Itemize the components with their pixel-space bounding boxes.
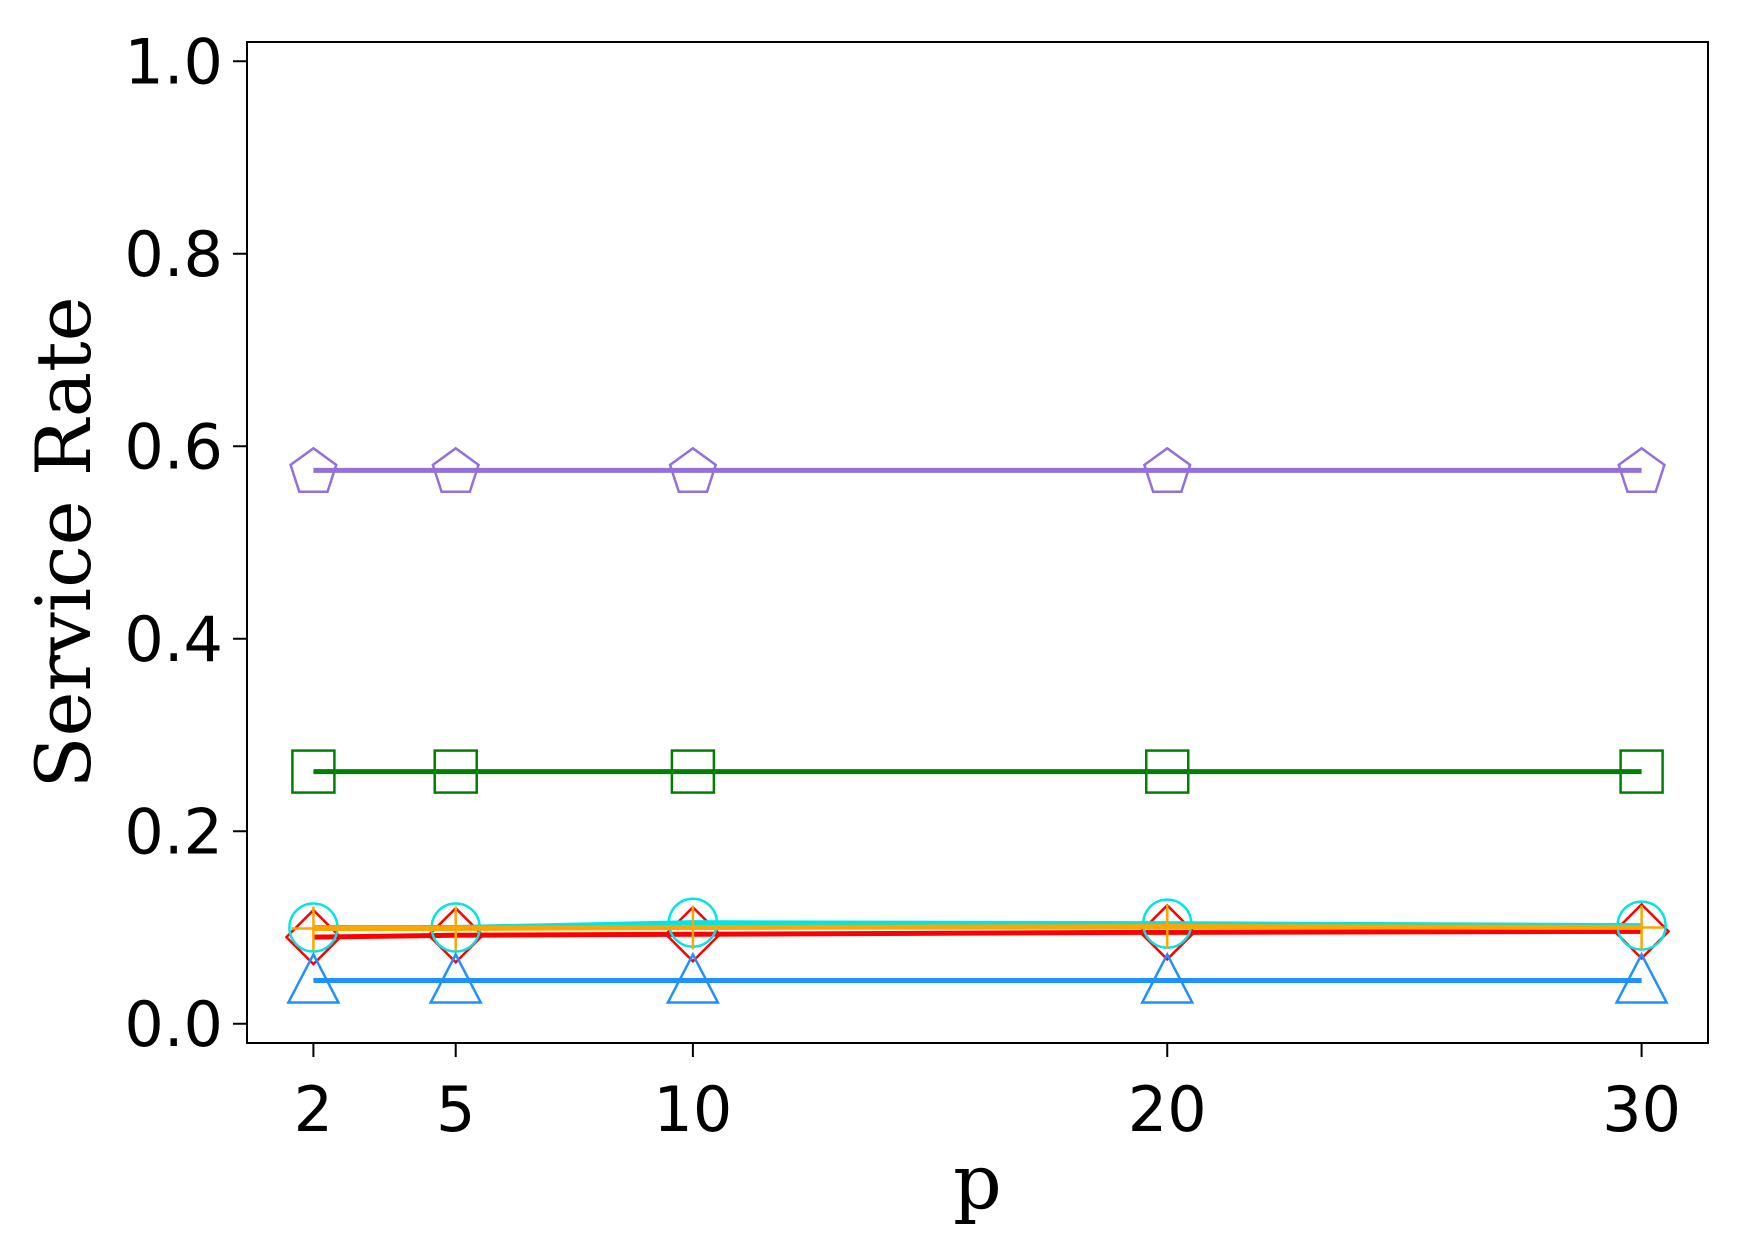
x-tick-label: 10 bbox=[653, 1073, 732, 1146]
plus-marker bbox=[291, 906, 336, 951]
triangle-marker bbox=[428, 951, 483, 1004]
square-marker bbox=[291, 749, 336, 794]
plot-frame bbox=[246, 41, 1709, 1044]
series-plus bbox=[291, 904, 1664, 951]
pentagon-marker bbox=[289, 446, 338, 493]
x-tick-label: 20 bbox=[1128, 1073, 1207, 1146]
x-tick-label: 5 bbox=[436, 1073, 475, 1146]
plus-marker bbox=[433, 906, 478, 951]
triangle-marker bbox=[1614, 951, 1669, 1004]
triangle-marker bbox=[1140, 951, 1195, 1004]
series-diamond bbox=[284, 902, 1671, 966]
y-axis-title: Service Rate bbox=[19, 296, 108, 788]
series-pentagon bbox=[289, 446, 1666, 493]
y-tick-label: 0.2 bbox=[124, 795, 223, 868]
axes-layer: 2 5 10 20 30 0.0 0.2 0.4 0.6 0.8 1.0 bbox=[124, 25, 1681, 1146]
y-tick-label: 0.8 bbox=[124, 218, 223, 291]
y-tick-label: 0.0 bbox=[124, 988, 223, 1061]
series-square bbox=[291, 749, 1664, 794]
plus-marker bbox=[1145, 904, 1190, 949]
x-tick-label: 2 bbox=[294, 1073, 333, 1146]
triangle-marker bbox=[665, 951, 720, 1004]
square-marker bbox=[1144, 749, 1190, 794]
triangle-marker bbox=[286, 951, 341, 1004]
y-tick-label: 0.6 bbox=[124, 410, 223, 483]
square-marker bbox=[1619, 749, 1664, 794]
pentagon-marker bbox=[668, 446, 718, 493]
plus-marker bbox=[1619, 905, 1664, 950]
pentagon-marker bbox=[1142, 446, 1192, 493]
x-axis-title: p bbox=[953, 1137, 1002, 1226]
y-tick-label: 0.4 bbox=[124, 603, 223, 676]
y-tick-label: 1.0 bbox=[124, 25, 223, 98]
diamond-marker bbox=[1612, 902, 1671, 961]
pentagon-marker bbox=[431, 446, 481, 493]
pentagon-marker bbox=[1617, 446, 1666, 493]
x-tick-label: 30 bbox=[1602, 1073, 1681, 1146]
plus-marker bbox=[670, 905, 715, 950]
square-marker bbox=[670, 749, 716, 794]
series-line bbox=[313, 928, 1642, 940]
series-layer bbox=[284, 446, 1671, 1004]
square-marker bbox=[433, 749, 478, 794]
series-line bbox=[313, 924, 1642, 931]
series-triangle bbox=[286, 951, 1669, 1004]
